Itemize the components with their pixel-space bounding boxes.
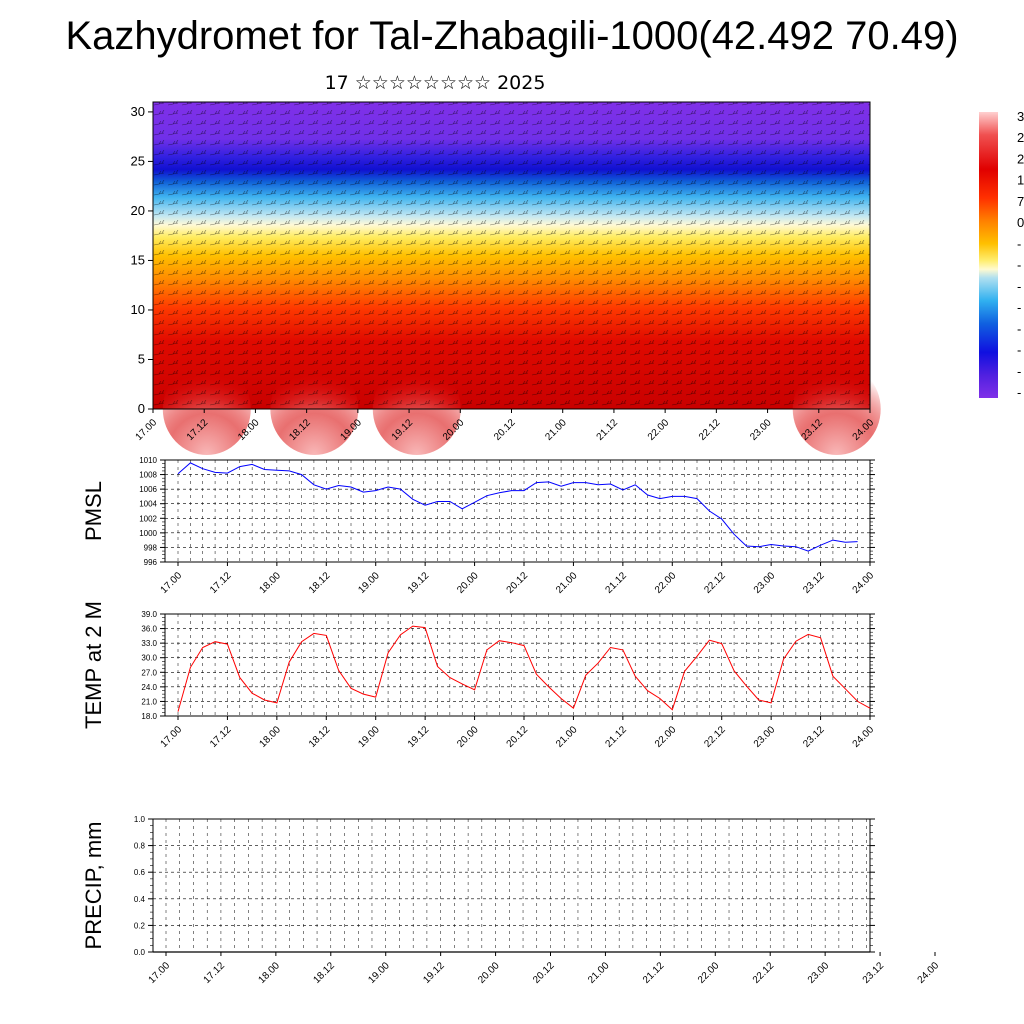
y-tick-label: 0.2 [134, 921, 146, 930]
colorbar-label: - [1017, 385, 1021, 400]
y-tick-label: 24.0 [141, 683, 157, 692]
colorbar-label: - [1017, 236, 1021, 251]
x-tick-label: 20.12 [531, 960, 557, 986]
y-tick-label: 1004 [139, 500, 157, 509]
y-tick-label: 996 [144, 558, 158, 567]
x-tick-label: 18.00 [257, 960, 283, 986]
y-tick-label: 36.0 [141, 625, 157, 634]
y-tick-label: 33.0 [141, 639, 157, 648]
y-tick-label: 1002 [139, 514, 157, 523]
y-tick-label: 1008 [139, 471, 157, 480]
y-tick-label: 18.0 [141, 712, 157, 721]
colorbar [979, 112, 998, 398]
x-tick-label: 17.00 [147, 960, 173, 986]
y-tick-label: 1.0 [134, 815, 146, 824]
y-tick-label: 30 [131, 104, 145, 119]
colorbar-label: - [1017, 321, 1021, 336]
x-tick-label: 21.00 [586, 960, 612, 986]
y-tick-label: 0.8 [134, 842, 146, 851]
x-tick-label: 24.00 [916, 960, 942, 986]
y-tick-label: 21.0 [141, 697, 157, 706]
plot-frame [152, 818, 871, 953]
y-tick-label: 1010 [139, 456, 157, 465]
wind-barbs [153, 102, 870, 409]
colorbar-label: 1 [1017, 173, 1024, 188]
y-tick-label: 27.0 [141, 668, 157, 677]
figure-title: Kazhydromet for Tal-Zhabagili-1000(42.49… [65, 14, 959, 58]
x-tick-label: 19.00 [366, 960, 392, 986]
x-tick-label: 22.12 [751, 960, 777, 986]
y-axis-label: PMSL [81, 481, 106, 541]
x-tick-label: 19.12 [421, 960, 447, 986]
x-tick-label: 22.00 [696, 960, 722, 986]
colorbar-label: - [1017, 279, 1021, 294]
y-tick-label: 1000 [139, 529, 157, 538]
y-tick-label: 25 [131, 153, 145, 168]
y-axis-label: PRECIP, mm [81, 822, 106, 950]
y-tick-label: 20 [131, 203, 145, 218]
x-tick-label: 23.12 [861, 960, 887, 986]
figure-subtitle: 17 ☆☆☆☆☆☆☆☆ 2025 [324, 72, 546, 94]
y-tick-label: 39.0 [141, 610, 157, 619]
y-tick-label: 30.0 [141, 654, 157, 663]
y-axis-label: TEMP at 2 M [81, 601, 106, 729]
y-tick-label: 5 [138, 351, 145, 366]
colorbar-label: - [1017, 343, 1021, 358]
colorbar-label: - [1017, 258, 1021, 273]
x-tick-label: 17.12 [202, 960, 228, 986]
colorbar-label: 7 [1017, 194, 1024, 209]
y-tick-label: 1006 [139, 485, 157, 494]
y-tick-label: 0 [138, 401, 145, 416]
y-tick-label: 15 [131, 252, 145, 267]
colorbar-label: 2 [1017, 151, 1024, 166]
x-tick-label: 21.12 [641, 960, 667, 986]
series-line [177, 462, 858, 552]
y-tick-label: 0.0 [134, 948, 146, 957]
colorbar-label: 0 [1017, 215, 1024, 230]
colorbar-label: - [1017, 300, 1021, 315]
y-tick-label: 0.6 [134, 868, 146, 877]
y-tick-label: 998 [144, 543, 158, 552]
x-tick-label: 20.00 [476, 960, 502, 986]
series-line [177, 625, 871, 712]
x-tick-label: 23.00 [806, 960, 832, 986]
y-tick-label: 10 [131, 302, 145, 317]
colorbar-label: - [1017, 364, 1021, 379]
y-tick-label: 0.4 [134, 895, 146, 904]
x-tick-label: 18.12 [311, 960, 337, 986]
colorbar-label: 2 [1017, 130, 1024, 145]
colorbar-label: 3 [1017, 109, 1024, 124]
